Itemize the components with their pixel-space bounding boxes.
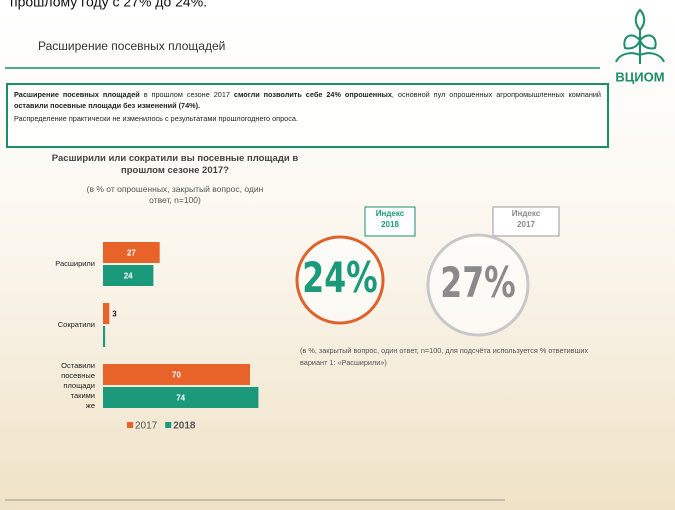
summary-box: Расширение посевных площадей в прошлом с… xyxy=(6,83,609,148)
logo: ВЦИОМ xyxy=(615,69,664,84)
value-label: 24 xyxy=(124,272,133,281)
bar xyxy=(103,303,109,324)
category-label: Расширили xyxy=(55,259,95,268)
text-run: Расширение посевных площадей xyxy=(14,90,140,99)
header: Расширение посевных площадей xyxy=(38,39,225,53)
index-value: 27% xyxy=(440,258,515,307)
page: {"page": { "top_text": "прошлому году с … xyxy=(0,0,675,510)
text-run: в прошлом сезоне 2017 xyxy=(140,90,234,99)
legend-swatch xyxy=(127,422,133,428)
legend-label: 2018 xyxy=(173,421,196,432)
paragraph: Распределение практически не изменилось … xyxy=(14,113,601,124)
slide: прошлому году с 27% до 24%. Расширение п… xyxy=(0,0,675,510)
value-label: 3 xyxy=(112,310,117,319)
paragraph: Расширение посевных площадей в прошлом с… xyxy=(14,89,601,111)
bar xyxy=(103,326,105,347)
legend-label: 2017 xyxy=(135,421,158,432)
category-label: Сократили xyxy=(58,320,95,329)
value-label: 74 xyxy=(176,394,185,403)
index-value: 24% xyxy=(302,253,377,302)
legend-swatch xyxy=(165,422,171,428)
text-run: оставили посевные площади без изменений … xyxy=(14,101,200,110)
text-run: смогли позволить себе 24% опрошенных xyxy=(234,90,392,99)
top-text: прошлому году с 27% до 24%. xyxy=(10,0,207,10)
value-label: 70 xyxy=(172,371,181,380)
text-run: , основной пул опрошенных агропромышленн… xyxy=(392,90,601,99)
value-label: 27 xyxy=(127,249,136,258)
